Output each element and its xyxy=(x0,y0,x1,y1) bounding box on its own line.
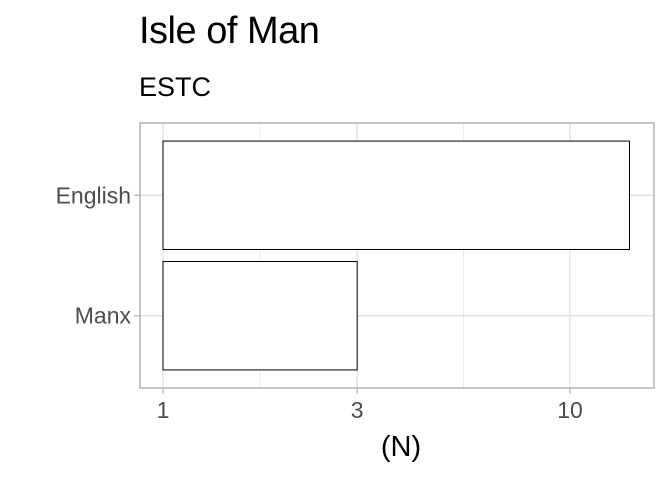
x-axis-title: (N) xyxy=(381,431,421,463)
y-tick-label-english: English xyxy=(56,182,131,208)
bars xyxy=(162,140,630,371)
panel-border xyxy=(139,122,655,389)
bar-manx xyxy=(162,261,358,371)
x-tick-label: 10 xyxy=(557,397,583,423)
y-tick-label-manx: Manx xyxy=(75,303,132,329)
x-tick-label: 1 xyxy=(157,397,170,423)
chart-title: Isle of Man xyxy=(139,10,320,52)
x-tick-label: 3 xyxy=(351,397,364,423)
x-axis-ticks: 1 3 10 xyxy=(157,388,583,423)
bar-english xyxy=(162,140,630,250)
y-axis-ticks: English Manx xyxy=(56,182,140,329)
chart-subtitle: ESTC xyxy=(139,72,212,102)
